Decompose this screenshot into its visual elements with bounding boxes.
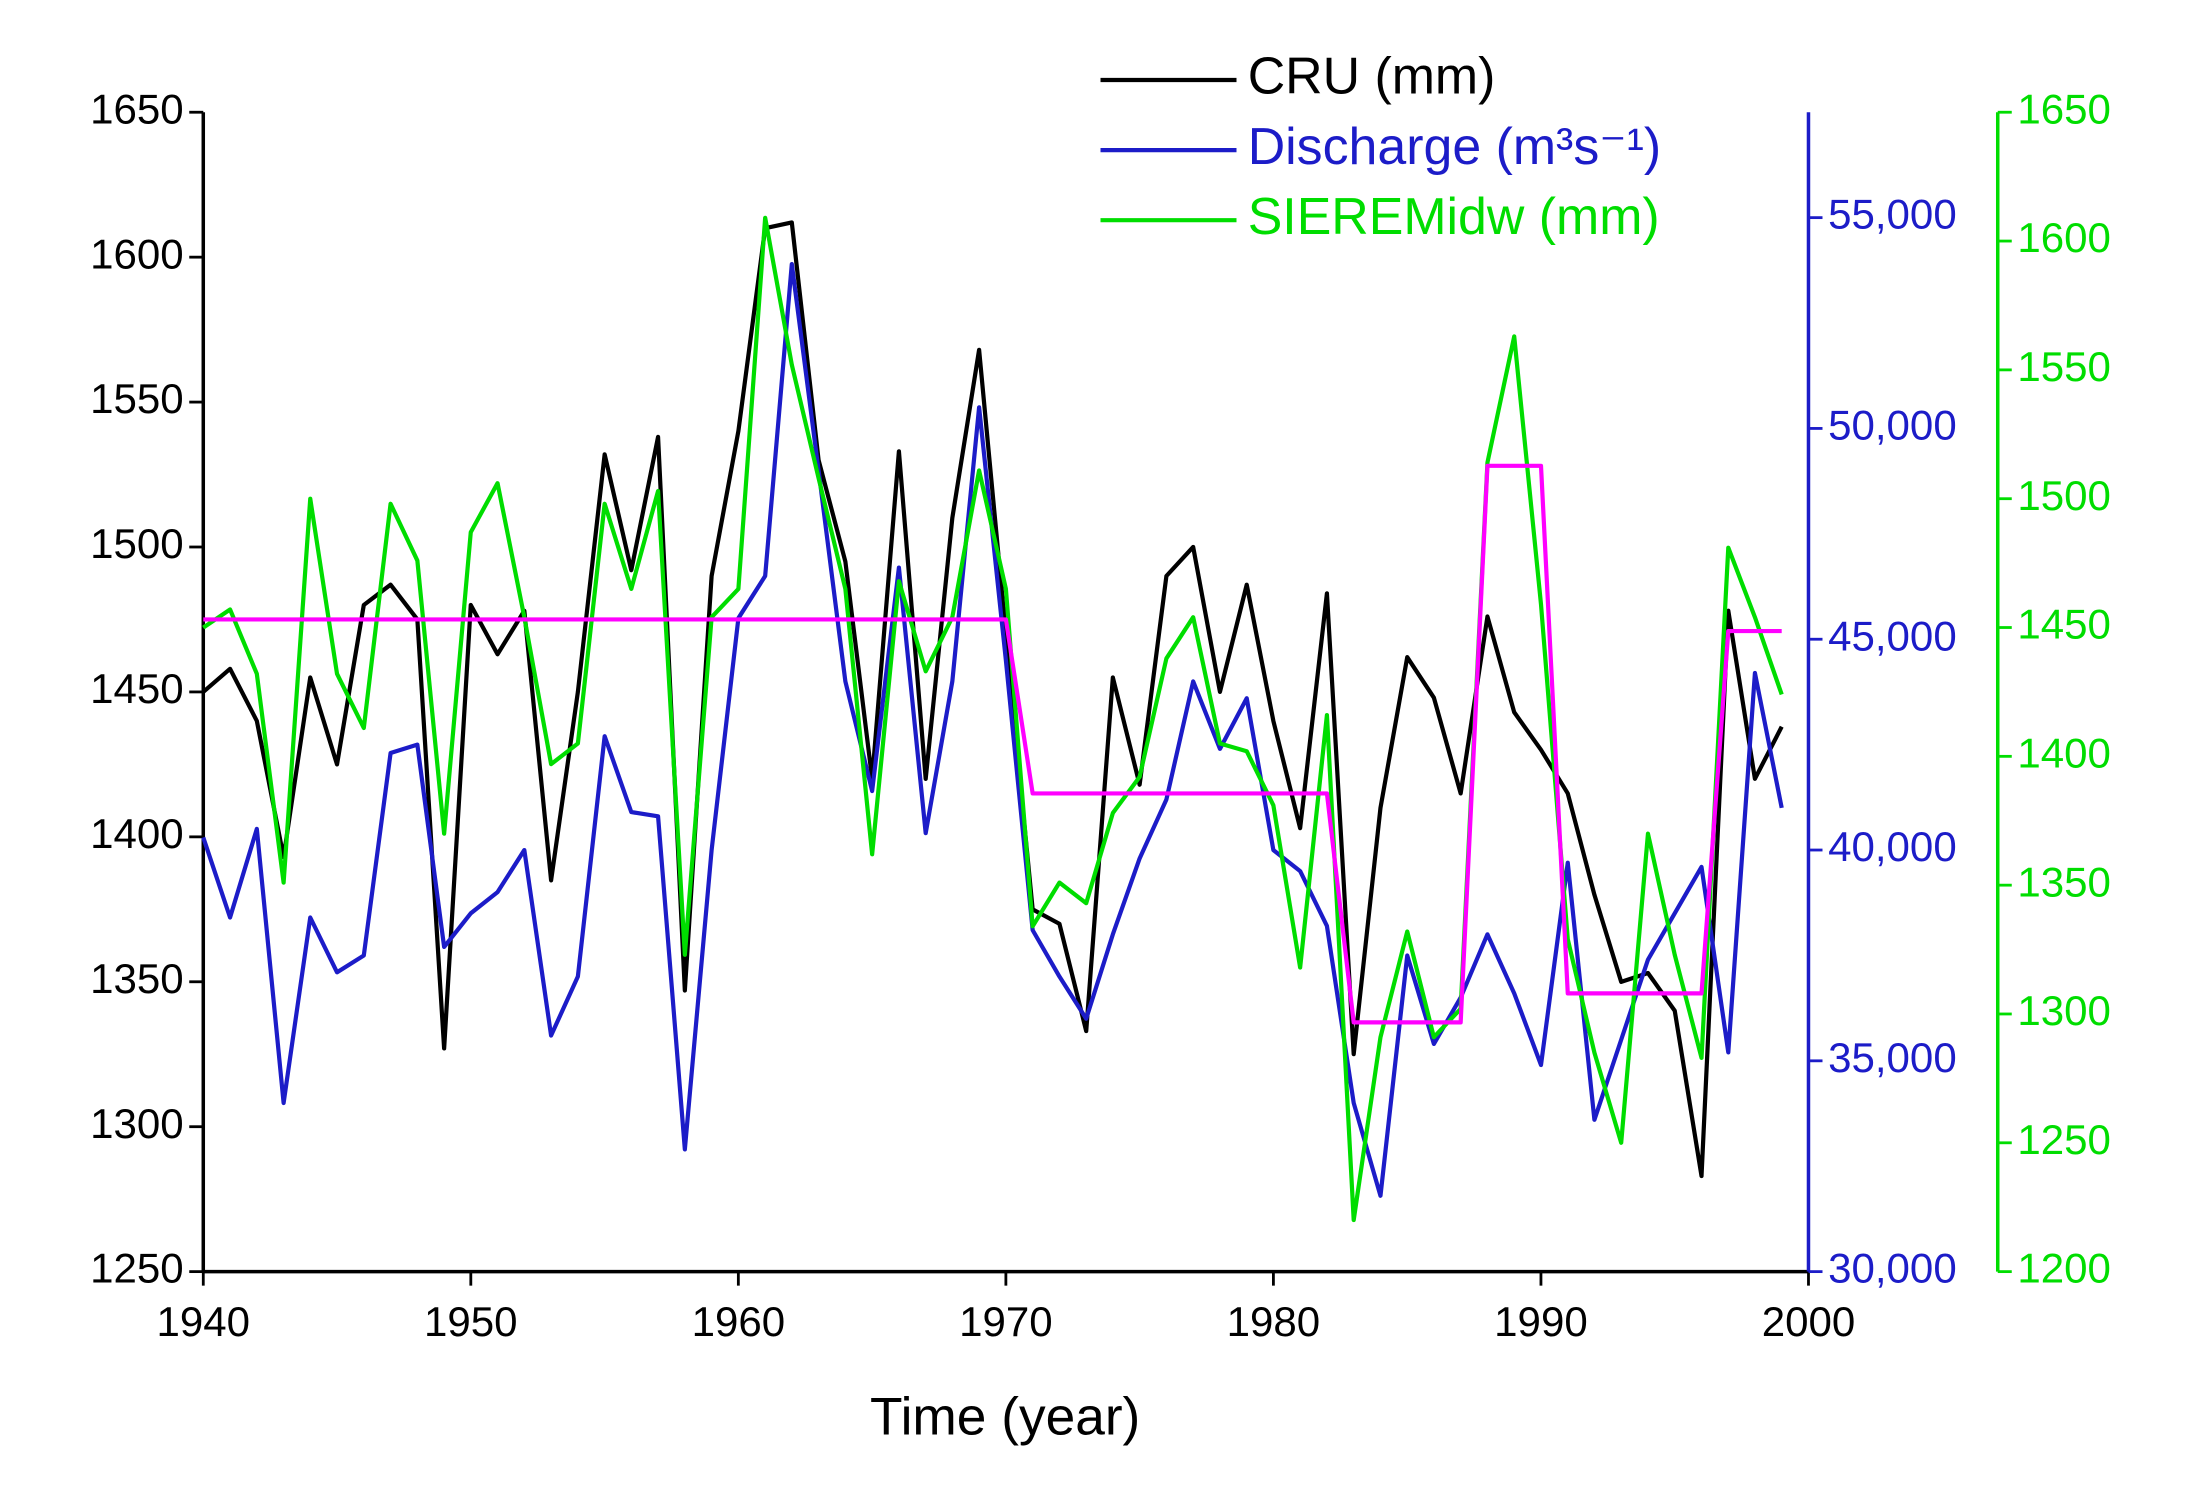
- y2-tick-label: 30,000: [1828, 1245, 1957, 1292]
- x-tick-label: 1970: [959, 1298, 1053, 1345]
- x-tick-label: 1940: [157, 1298, 251, 1345]
- x-tick-label: 1950: [424, 1298, 518, 1345]
- line-series: [201, 220, 1784, 1179]
- y3-tick-label: 1300: [2017, 987, 2111, 1034]
- y2-tick-label: 55,000: [1828, 191, 1957, 238]
- y3-tick-label: 1550: [2017, 343, 2111, 390]
- y-tick-label: 1650: [90, 85, 184, 132]
- y3-tick-label: 1200: [2017, 1245, 2111, 1292]
- y-tick-label: 1400: [90, 810, 184, 857]
- y3-tick-label: 1650: [2017, 85, 2111, 132]
- y3-tick-label: 1400: [2017, 729, 2111, 776]
- legend-label: SIEREMidw (mm): [1248, 187, 1660, 245]
- y-tick-label: 1250: [90, 1245, 184, 1292]
- line-series: [202, 215, 1784, 1223]
- y-tick-label: 1350: [90, 955, 184, 1002]
- y-tick-label: 1550: [90, 375, 184, 422]
- x-tick-label: 1990: [1494, 1298, 1588, 1345]
- y-tick-label: 1300: [90, 1100, 184, 1147]
- y3-tick-label: 1500: [2017, 472, 2111, 519]
- x-tick-label: 2000: [1762, 1298, 1856, 1345]
- y-tick-label: 1450: [90, 665, 184, 712]
- line-series: [201, 261, 1784, 1198]
- y3-tick-label: 1250: [2017, 1116, 2111, 1163]
- y-tick-label: 1600: [90, 230, 184, 277]
- y2-tick-label: 50,000: [1828, 402, 1957, 449]
- y2-tick-label: 45,000: [1828, 612, 1957, 659]
- y3-tick-label: 1600: [2017, 214, 2111, 261]
- x-tick-label: 1960: [692, 1298, 786, 1345]
- x-tick-label: 1980: [1227, 1298, 1321, 1345]
- line-series: [203, 463, 1782, 1025]
- y2-tick-label: 35,000: [1828, 1034, 1957, 1081]
- y3-tick-label: 1350: [2017, 858, 2111, 905]
- y-tick-label: 1500: [90, 520, 184, 567]
- legend-label: CRU (mm): [1248, 47, 1496, 105]
- y2-tick-label: 40,000: [1828, 823, 1957, 870]
- y3-tick-label: 1450: [2017, 601, 2111, 648]
- x-axis-label: Time (year): [870, 1387, 1140, 1446]
- legend-label: Discharge (m³s⁻¹): [1248, 117, 1661, 175]
